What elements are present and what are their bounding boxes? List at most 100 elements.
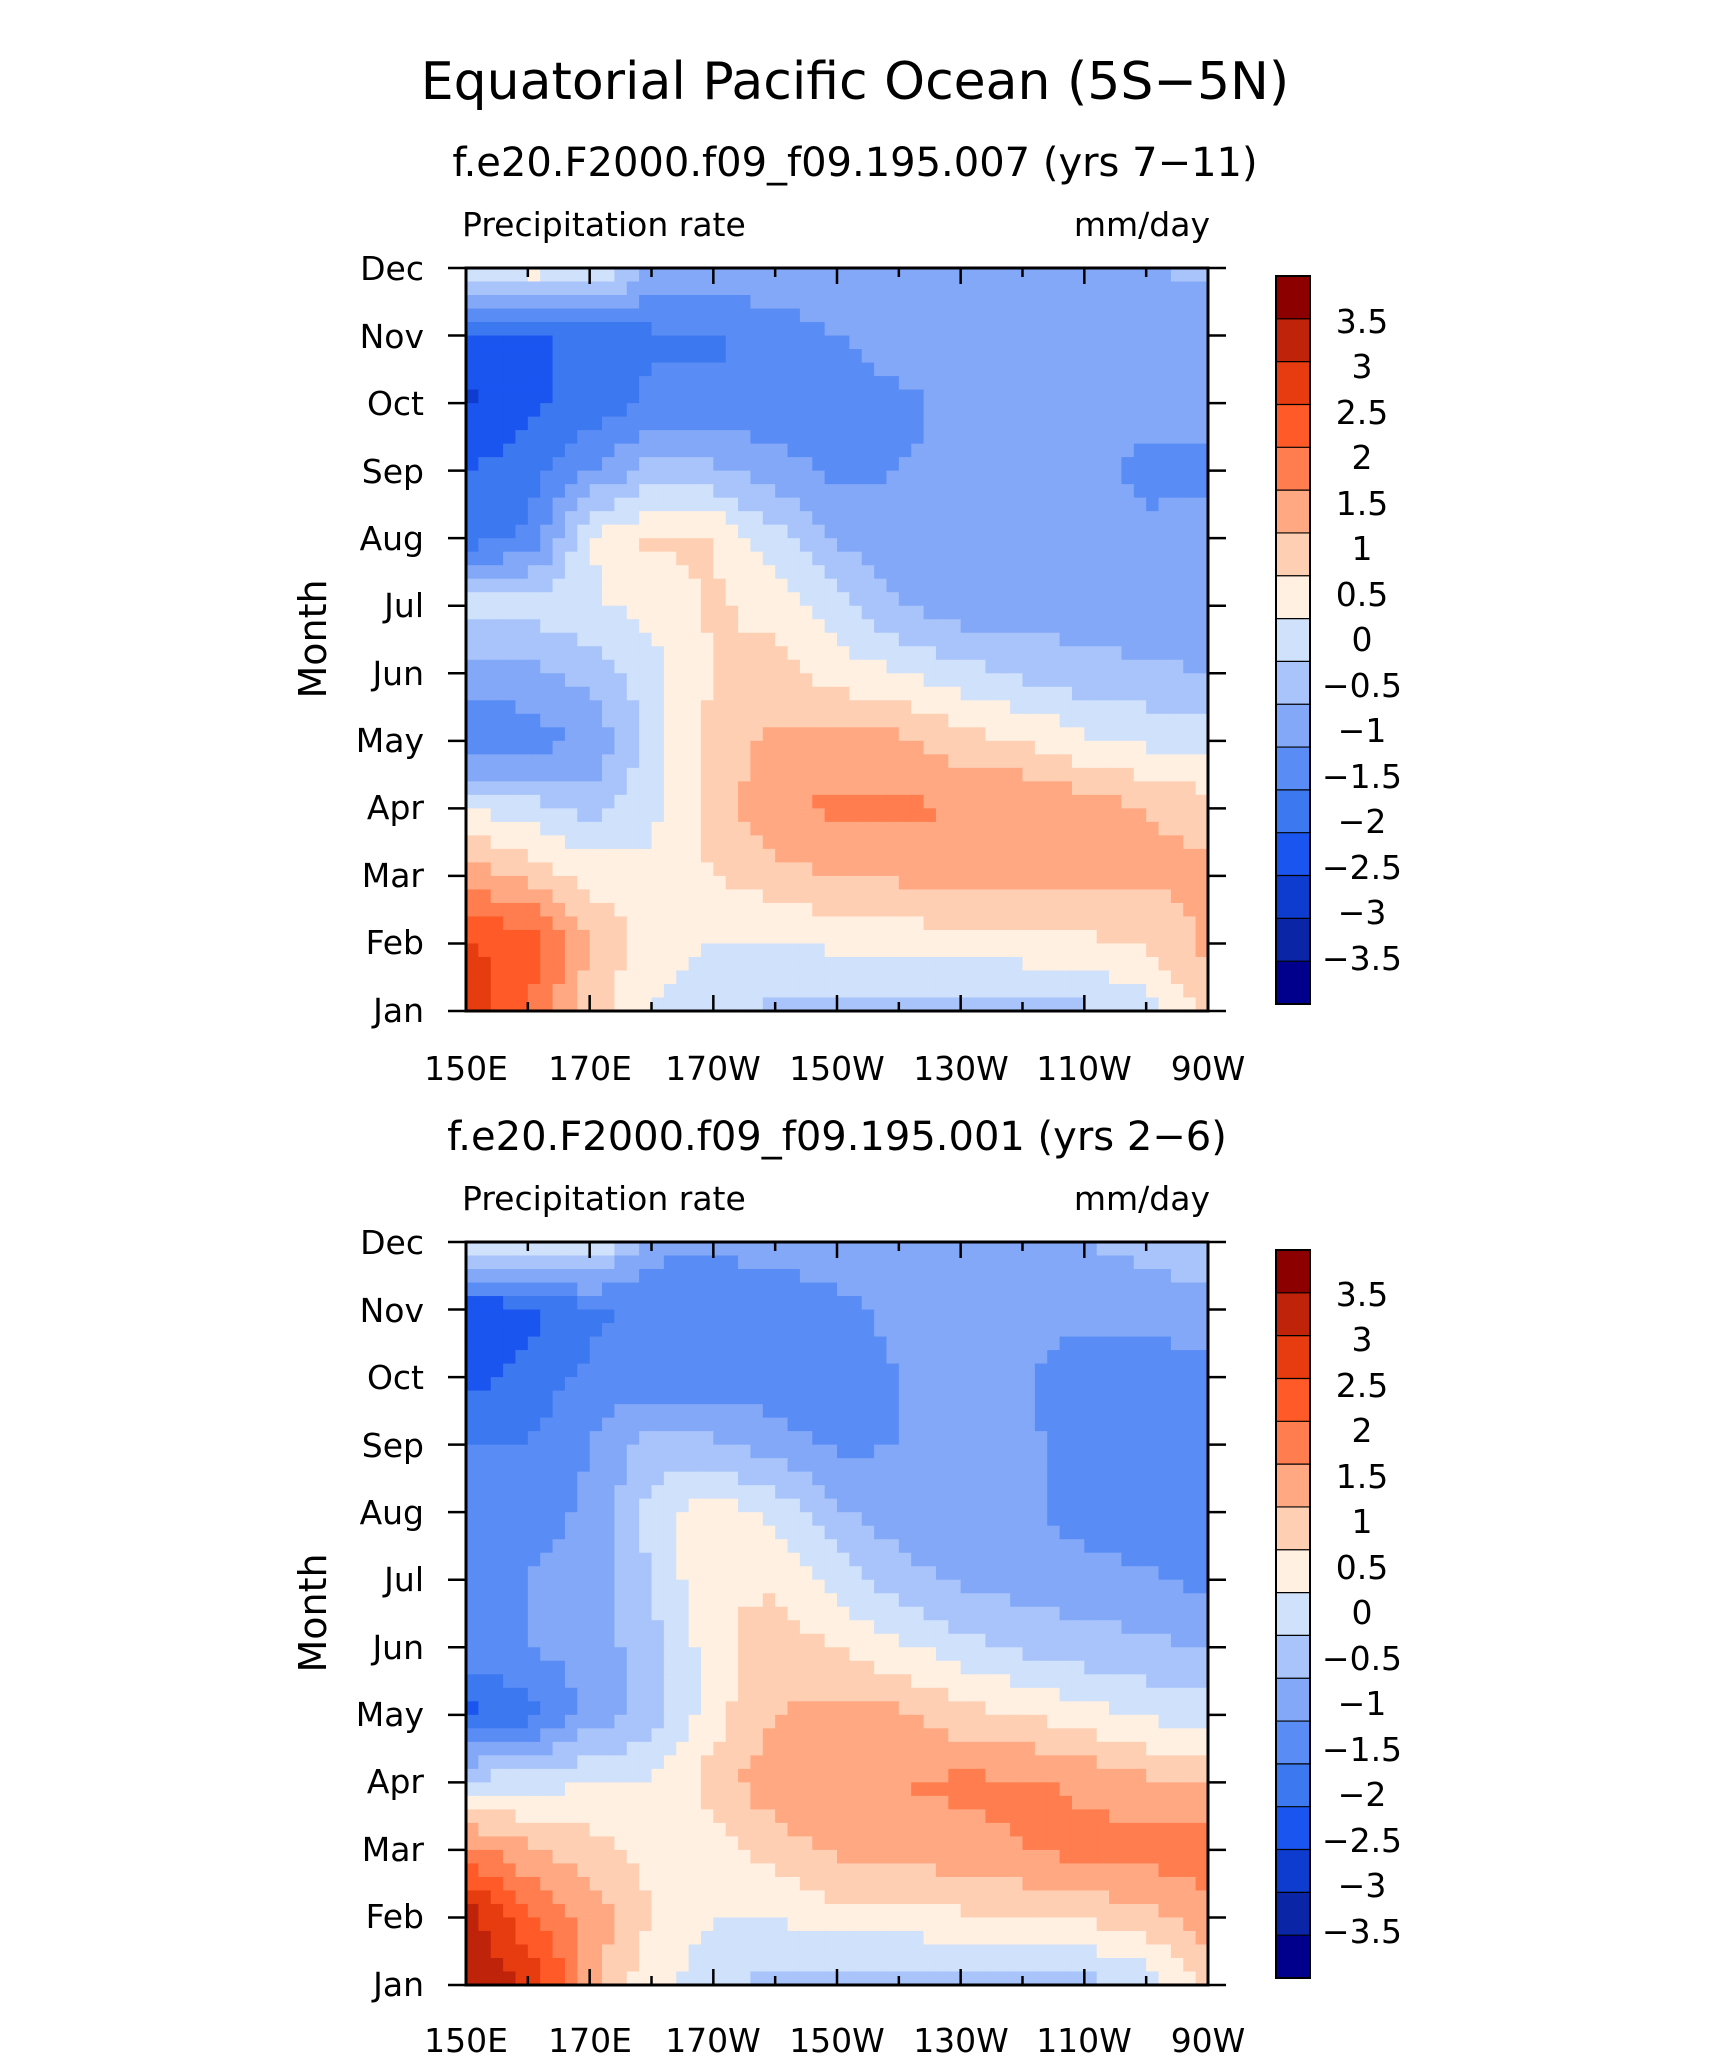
heatmap-cell bbox=[478, 605, 492, 621]
heatmap-cell bbox=[490, 848, 504, 864]
heatmap-cell bbox=[1170, 781, 1185, 796]
heatmap-cell bbox=[478, 659, 492, 675]
heatmap-cell bbox=[1195, 1323, 1208, 1338]
heatmap-cell bbox=[874, 862, 888, 877]
heatmap-cell bbox=[688, 281, 702, 296]
heatmap-cell bbox=[713, 1309, 727, 1324]
heatmap-cell bbox=[540, 605, 554, 621]
heatmap-cell bbox=[960, 1242, 974, 1257]
heatmap-cell bbox=[1071, 1377, 1086, 1392]
heatmap-cell bbox=[1158, 430, 1172, 445]
heatmap-cell bbox=[713, 1539, 727, 1554]
heatmap-cell bbox=[824, 1444, 838, 1459]
heatmap-cell bbox=[1047, 457, 1061, 472]
heatmap-cell bbox=[577, 875, 591, 891]
heatmap-cell bbox=[960, 565, 974, 580]
heatmap-cell bbox=[688, 592, 702, 607]
heatmap-cell bbox=[837, 808, 851, 823]
heatmap-cell bbox=[713, 632, 727, 648]
heatmap-cell bbox=[886, 457, 900, 472]
heatmap-cell bbox=[1096, 1525, 1110, 1540]
heatmap-cell bbox=[799, 713, 814, 729]
heatmap-cell bbox=[478, 875, 492, 891]
heatmap-cell bbox=[1170, 1255, 1185, 1270]
heatmap-cell bbox=[1121, 848, 1135, 864]
heatmap-cell bbox=[1158, 565, 1172, 580]
heatmap-cell bbox=[540, 1566, 554, 1581]
heatmap-cell bbox=[837, 538, 851, 553]
heatmap-cell bbox=[663, 862, 678, 877]
heatmap-cell bbox=[923, 902, 937, 918]
heatmap-cell bbox=[713, 605, 727, 621]
heatmap-cell bbox=[602, 457, 616, 472]
heatmap-cell bbox=[960, 916, 974, 931]
heatmap-cell bbox=[725, 376, 739, 391]
heatmap-cell bbox=[787, 524, 801, 539]
heatmap-cell bbox=[960, 524, 974, 539]
heatmap-cell bbox=[1109, 430, 1123, 445]
heatmap-cell bbox=[1195, 821, 1208, 837]
heatmap-cell bbox=[948, 1539, 962, 1554]
heatmap-cell bbox=[923, 565, 937, 580]
heatmap-cell bbox=[738, 1552, 752, 1568]
heatmap-cell bbox=[466, 1552, 480, 1568]
heatmap-cell bbox=[589, 956, 603, 972]
heatmap-cell bbox=[614, 511, 628, 526]
heatmap-cell bbox=[663, 470, 678, 485]
heatmap-cell bbox=[898, 1458, 912, 1473]
heatmap-cell bbox=[898, 875, 912, 891]
heatmap-cell bbox=[1071, 592, 1086, 607]
heatmap-cell bbox=[1071, 605, 1086, 621]
heatmap-cell bbox=[527, 808, 541, 823]
heatmap-cell bbox=[762, 362, 776, 377]
heatmap-cell bbox=[960, 943, 974, 958]
heatmap-cell bbox=[799, 808, 814, 823]
heatmap-cell bbox=[1071, 956, 1086, 972]
heatmap-cell bbox=[503, 511, 517, 526]
heatmap-cell bbox=[738, 835, 752, 850]
heatmap-cell bbox=[837, 1363, 851, 1378]
heatmap-cell bbox=[614, 673, 628, 688]
heatmap-cell bbox=[948, 457, 962, 472]
heatmap-cell bbox=[466, 349, 480, 364]
heatmap-cell bbox=[688, 632, 702, 648]
heatmap-cell bbox=[1183, 335, 1197, 350]
heatmap-cell bbox=[614, 1296, 628, 1311]
heatmap-cell bbox=[651, 349, 665, 364]
heatmap-cell bbox=[1096, 673, 1110, 688]
heatmap-cell bbox=[849, 1525, 863, 1540]
heatmap-cell bbox=[849, 322, 863, 337]
heatmap-cell bbox=[997, 1269, 1011, 1284]
heatmap-cell bbox=[639, 1566, 653, 1581]
heatmap-cell bbox=[762, 457, 776, 472]
heatmap-cell bbox=[1071, 1444, 1086, 1459]
heatmap-cell bbox=[861, 1525, 875, 1540]
heatmap-cell bbox=[750, 659, 764, 675]
heatmap-cell bbox=[738, 956, 752, 972]
heatmap-cell bbox=[973, 551, 987, 566]
heatmap-cell bbox=[602, 997, 616, 1011]
heatmap-cell bbox=[676, 1309, 690, 1324]
heatmap-cell bbox=[614, 416, 628, 431]
heatmap-cell bbox=[503, 659, 517, 675]
heatmap-cell bbox=[812, 835, 826, 850]
heatmap-cell bbox=[688, 875, 702, 891]
heatmap-cell bbox=[775, 929, 789, 945]
heatmap-cell bbox=[725, 916, 739, 931]
heatmap-cell bbox=[973, 1498, 987, 1513]
heatmap-cell bbox=[490, 335, 504, 350]
heatmap-cell bbox=[898, 1498, 912, 1513]
colorbar-box bbox=[1276, 918, 1310, 962]
heatmap-cell bbox=[787, 619, 801, 634]
heatmap-cell bbox=[577, 1458, 591, 1473]
heatmap-cell bbox=[1109, 632, 1123, 648]
heatmap-cell bbox=[1183, 646, 1197, 661]
heatmap-cell bbox=[564, 956, 579, 972]
heatmap-cell bbox=[626, 1579, 640, 1595]
heatmap-cell bbox=[750, 578, 764, 594]
heatmap-cell bbox=[1109, 1309, 1123, 1324]
heatmap-cell bbox=[923, 1350, 937, 1365]
heatmap-cell bbox=[1183, 1269, 1197, 1284]
heatmap-cell bbox=[762, 1579, 776, 1595]
heatmap-cell bbox=[861, 754, 875, 769]
